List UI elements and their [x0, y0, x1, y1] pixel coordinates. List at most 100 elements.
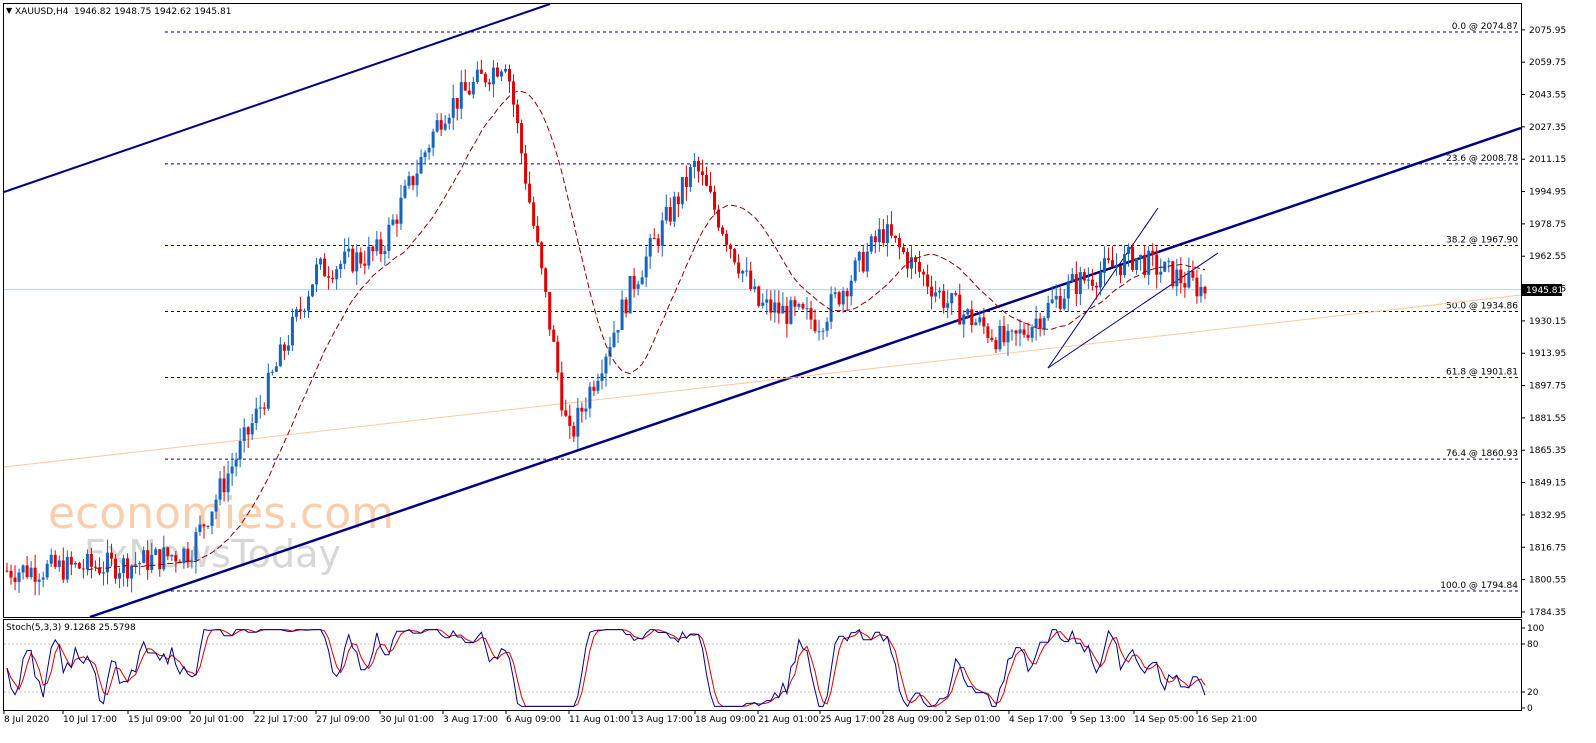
candle-body — [471, 82, 475, 95]
candle-body — [41, 577, 45, 580]
candle-body — [849, 280, 853, 297]
upper-channel-line — [3, 3, 551, 193]
candle-body — [528, 183, 532, 203]
candle-body — [1018, 329, 1022, 334]
candle-body — [89, 553, 93, 567]
candle-body — [130, 565, 134, 579]
candle-body — [524, 153, 528, 184]
time-tick-label: 3 Aug 17:00 — [443, 715, 498, 725]
candle-body — [1006, 330, 1010, 343]
candle-body — [290, 316, 294, 346]
candle-body — [495, 67, 499, 77]
candle-body — [881, 229, 885, 243]
candle-body — [106, 552, 109, 573]
candle-body — [769, 299, 773, 313]
candle-body — [845, 291, 849, 297]
time-tick-label: 15 Jul 09:00 — [128, 715, 182, 725]
price-tick-label: 1930.15 — [1529, 317, 1566, 327]
candle-body — [278, 344, 282, 367]
candle-body — [379, 239, 383, 255]
price-tick-label: 1994.95 — [1529, 188, 1566, 198]
candle-body — [765, 299, 769, 303]
candle-body — [331, 277, 335, 280]
time-tick-label: 4 Sep 17:00 — [1009, 715, 1064, 725]
price-tick-label: 2027.35 — [1529, 123, 1566, 133]
candle-body — [986, 326, 990, 338]
candle-body — [1070, 274, 1074, 282]
candle-body — [676, 196, 680, 205]
candle-body — [624, 299, 628, 314]
time-tick-label: 11 Aug 01:00 — [569, 715, 630, 725]
candle-body — [897, 238, 901, 248]
candle-body — [230, 466, 234, 474]
candle-body — [1058, 295, 1062, 309]
candle-body — [516, 104, 520, 124]
candle-body — [668, 207, 672, 222]
candle-body — [833, 292, 837, 295]
candle-body — [1022, 329, 1026, 335]
stoch-panel-frame — [3, 619, 1522, 711]
candle-body — [335, 269, 339, 280]
candle-body — [1135, 258, 1139, 270]
candle-body — [150, 554, 154, 570]
candle-body — [134, 564, 138, 566]
candle-body — [234, 459, 238, 467]
candle-body — [21, 565, 25, 573]
candle-body — [709, 185, 712, 192]
candle-body — [57, 560, 61, 567]
price-tick-label: 1913.95 — [1529, 349, 1566, 359]
candle-body — [1115, 266, 1119, 268]
symbol-label: XAUUSD,H4 — [15, 7, 69, 17]
candle-body — [910, 257, 913, 269]
time-tick-label: 18 Aug 09:00 — [695, 715, 756, 725]
time-tick-label: 22 Jul 17:00 — [254, 715, 308, 725]
fib-label-0: 0.0 @ 2074.87 — [1452, 22, 1518, 32]
candle-body — [1078, 272, 1082, 295]
current-price-tag — [1522, 284, 1562, 296]
candle-body — [536, 225, 540, 243]
candle-body — [616, 329, 620, 333]
candle-body — [966, 309, 970, 315]
candle-body — [282, 344, 286, 351]
candle-body — [837, 292, 841, 305]
candle-body — [455, 98, 459, 109]
candle-body — [652, 238, 656, 240]
candle-body — [918, 262, 922, 272]
time-tick-label: 14 Sep 05:00 — [1134, 715, 1194, 725]
candle-body — [1066, 281, 1070, 299]
candle-body — [499, 71, 503, 77]
candle-body — [1199, 286, 1203, 297]
candle-body — [544, 268, 548, 292]
candle-body — [704, 175, 708, 186]
candle-body — [17, 572, 21, 582]
stoch-tick-label: 80 — [1527, 640, 1539, 650]
candle-body — [407, 176, 411, 186]
candle-body — [853, 260, 857, 281]
candle-body — [375, 239, 379, 252]
current-price-text: 1945.81 — [1526, 286, 1563, 296]
fib-label-4: 61.8 @ 1901.81 — [1446, 367, 1518, 377]
candle-body — [560, 372, 564, 411]
price-tick-label: 2043.55 — [1529, 91, 1566, 101]
fib-label-2: 38.2 @ 1967.90 — [1446, 236, 1518, 246]
price-tick-label: 1897.75 — [1529, 382, 1566, 392]
candle-body — [793, 300, 797, 307]
candle-body — [889, 224, 893, 236]
candle-body — [483, 73, 487, 83]
candle-body — [1123, 253, 1127, 276]
candle-body — [198, 524, 202, 533]
candle-body — [339, 263, 343, 270]
time-tick-label: 10 Jul 17:00 — [63, 715, 117, 725]
candle-body — [423, 152, 427, 158]
candle-body — [1111, 260, 1114, 267]
candle-body — [958, 294, 962, 325]
stoch-tick-label: 20 — [1527, 688, 1539, 698]
candle-body — [1014, 330, 1018, 334]
candle-body — [29, 567, 33, 578]
candle-body — [302, 310, 306, 312]
candle-body — [262, 407, 266, 409]
candle-body — [45, 563, 49, 578]
candle-body — [294, 309, 298, 317]
stoch-signal-line — [6, 629, 1206, 707]
